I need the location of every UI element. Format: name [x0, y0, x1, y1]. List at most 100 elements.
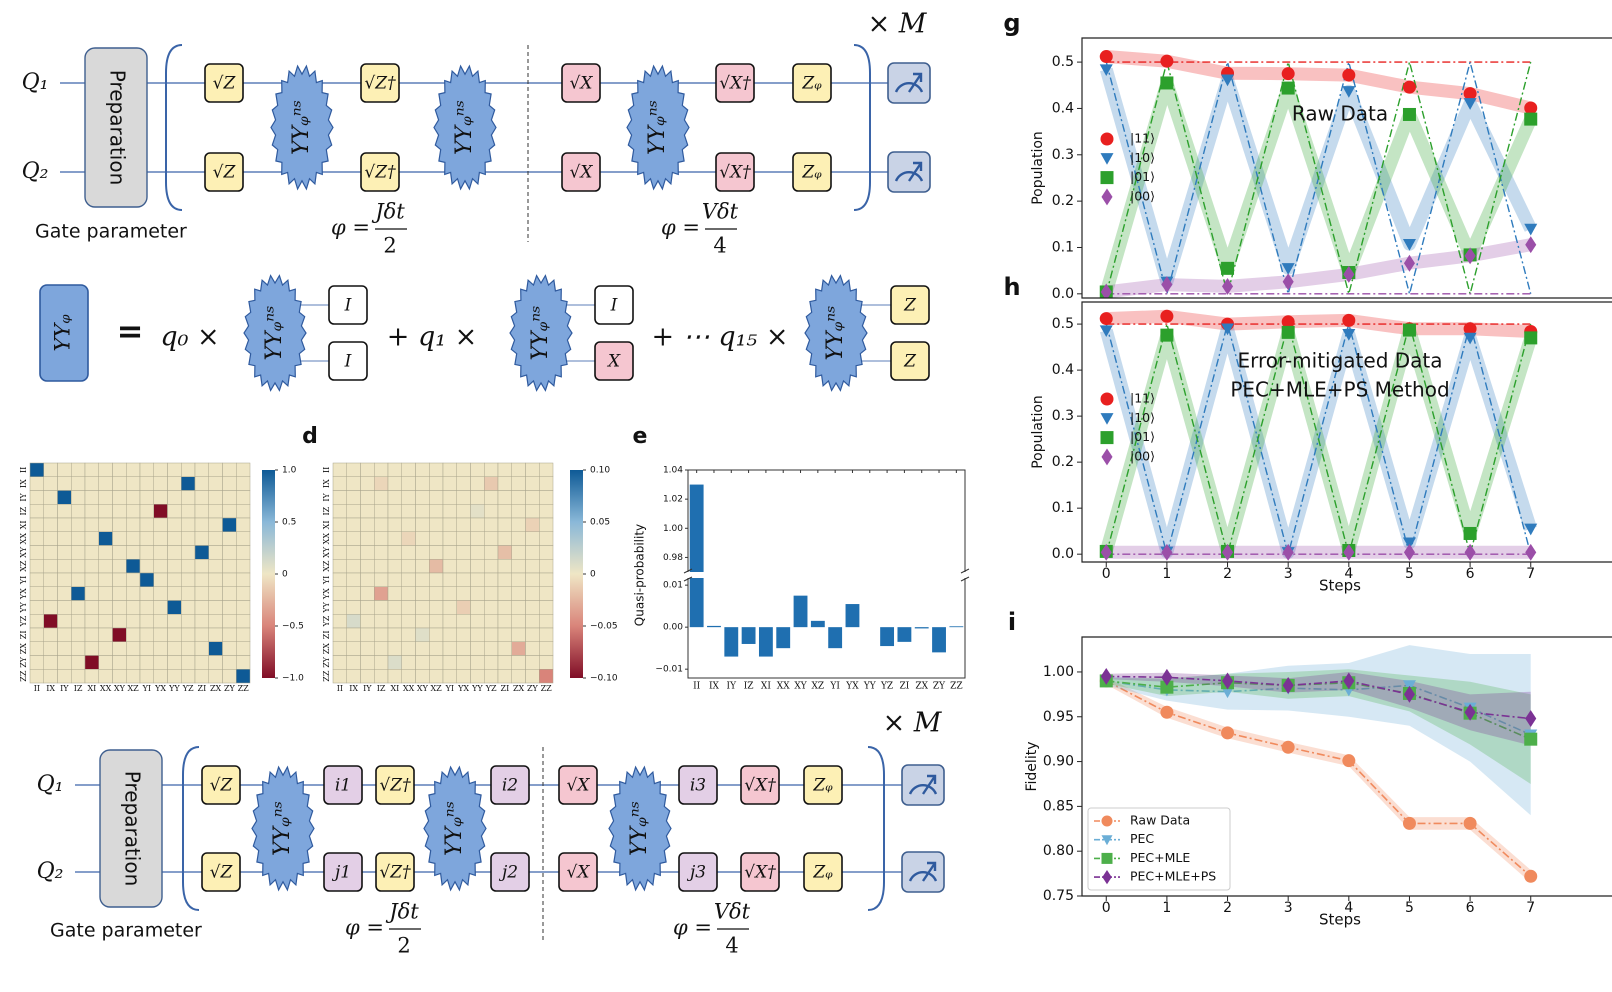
heatmap-cell — [153, 600, 168, 615]
marker — [1402, 816, 1416, 830]
heatmap-cell — [84, 559, 99, 574]
heatmap-cell — [139, 669, 154, 684]
heatmap-cell — [332, 462, 347, 477]
marker — [1221, 686, 1235, 699]
repeat-bracket — [867, 746, 885, 911]
heatmap-cell — [511, 504, 526, 519]
heatmap-cell — [181, 490, 196, 505]
y-tick-label: 0.1 — [1052, 239, 1074, 255]
heatmap-cell — [153, 586, 168, 601]
heatmap-cell — [181, 614, 196, 629]
x-tick-label: ZX — [513, 684, 525, 693]
y-tick-label: 0.75 — [1043, 888, 1074, 904]
heatmap-cell — [84, 545, 99, 560]
x-tick-label: ZI — [900, 682, 910, 692]
marker — [1463, 332, 1477, 345]
heatmap-cell — [415, 476, 430, 491]
y-tick-label: XX — [322, 533, 331, 545]
y-tick-label: 0.2 — [1052, 454, 1074, 470]
heatmap-cell — [497, 490, 512, 505]
gate — [360, 152, 400, 192]
panel-label: h — [1003, 273, 1020, 301]
heatmap-cell — [84, 490, 99, 505]
gate-label: i1 — [335, 776, 351, 796]
heatmap-cell — [208, 614, 223, 629]
y-tick-label: 0.85 — [1043, 798, 1074, 814]
x-tick-label: 4 — [1344, 566, 1353, 582]
heatmap-cell — [98, 572, 113, 587]
heatmap-cell — [139, 490, 154, 505]
heatmap-cell — [194, 586, 209, 601]
heatmap-cell — [194, 641, 209, 656]
entangling-gate — [270, 64, 334, 191]
marker — [1221, 726, 1235, 740]
heatmap-cell — [167, 655, 182, 670]
heatmap-cell — [126, 655, 141, 670]
gate — [328, 285, 368, 325]
marker — [1464, 247, 1476, 265]
heatmap-cell — [456, 504, 471, 519]
heatmap-cell — [387, 476, 402, 491]
bar — [880, 627, 895, 647]
legend-marker — [1101, 852, 1113, 864]
legend-marker — [1101, 835, 1113, 846]
gate — [792, 63, 832, 103]
heatmap-cell — [43, 476, 58, 491]
gate — [740, 852, 780, 892]
bar — [724, 627, 739, 657]
heatmap-cell — [236, 572, 251, 587]
heatmap-cell — [139, 572, 154, 587]
heatmap-cell — [525, 600, 540, 615]
heatmap-cell — [415, 627, 430, 642]
heatmap-cell — [236, 586, 251, 601]
heatmap-cell — [126, 559, 141, 574]
heatmap-cell — [360, 490, 375, 505]
legend-label: |00⟩ — [1130, 448, 1155, 463]
heatmap-cell — [98, 490, 113, 505]
plot-area — [1099, 50, 1538, 298]
heatmap-cell — [208, 531, 223, 546]
heatmap-cell — [429, 627, 444, 642]
heatmap-cell — [43, 559, 58, 574]
heatmap-cell — [71, 627, 86, 642]
heatmap-cell — [401, 490, 416, 505]
heatmap-cell — [346, 531, 361, 546]
heatmap-cell — [374, 517, 389, 532]
bar — [776, 627, 791, 649]
heatmap-cell — [167, 614, 182, 629]
heatmap-cell — [43, 531, 58, 546]
lower-plot — [689, 578, 964, 657]
marker — [1463, 526, 1477, 540]
heatmap-cell — [525, 490, 540, 505]
heatmap-cell — [112, 655, 127, 670]
heatmap-cell — [126, 504, 141, 519]
heatmap-cell — [374, 614, 389, 629]
heatmap-cell — [511, 476, 526, 491]
heatmap-cell — [208, 669, 223, 684]
y-tick-label: 0.0 — [1052, 286, 1074, 302]
marker — [1525, 236, 1537, 254]
heatmap-cell — [71, 572, 86, 587]
heatmap-cell — [222, 545, 237, 560]
heatmap-cell — [112, 559, 127, 574]
heatmap-cell — [43, 504, 58, 519]
x-tick-label: XI — [761, 682, 771, 692]
heatmap-cell — [236, 614, 251, 629]
marker — [1160, 705, 1174, 719]
heatmap-cell — [57, 614, 72, 629]
heatmap-cell — [153, 531, 168, 546]
entangling-gate — [804, 274, 868, 392]
gate — [890, 285, 930, 325]
heatmap-cell — [401, 545, 416, 560]
heatmap-cell — [456, 476, 471, 491]
heatmap-cell — [112, 504, 127, 519]
heatmap-cell — [194, 559, 209, 574]
axes-frame — [1081, 636, 1612, 897]
marker — [1524, 732, 1538, 746]
heatmap-cell — [539, 669, 554, 684]
heatmap-cell — [511, 572, 526, 587]
heatmap-cell — [484, 669, 499, 684]
heatmap-cell — [429, 517, 444, 532]
heatmap-cell — [98, 476, 113, 491]
gate-label: Z — [903, 296, 917, 316]
